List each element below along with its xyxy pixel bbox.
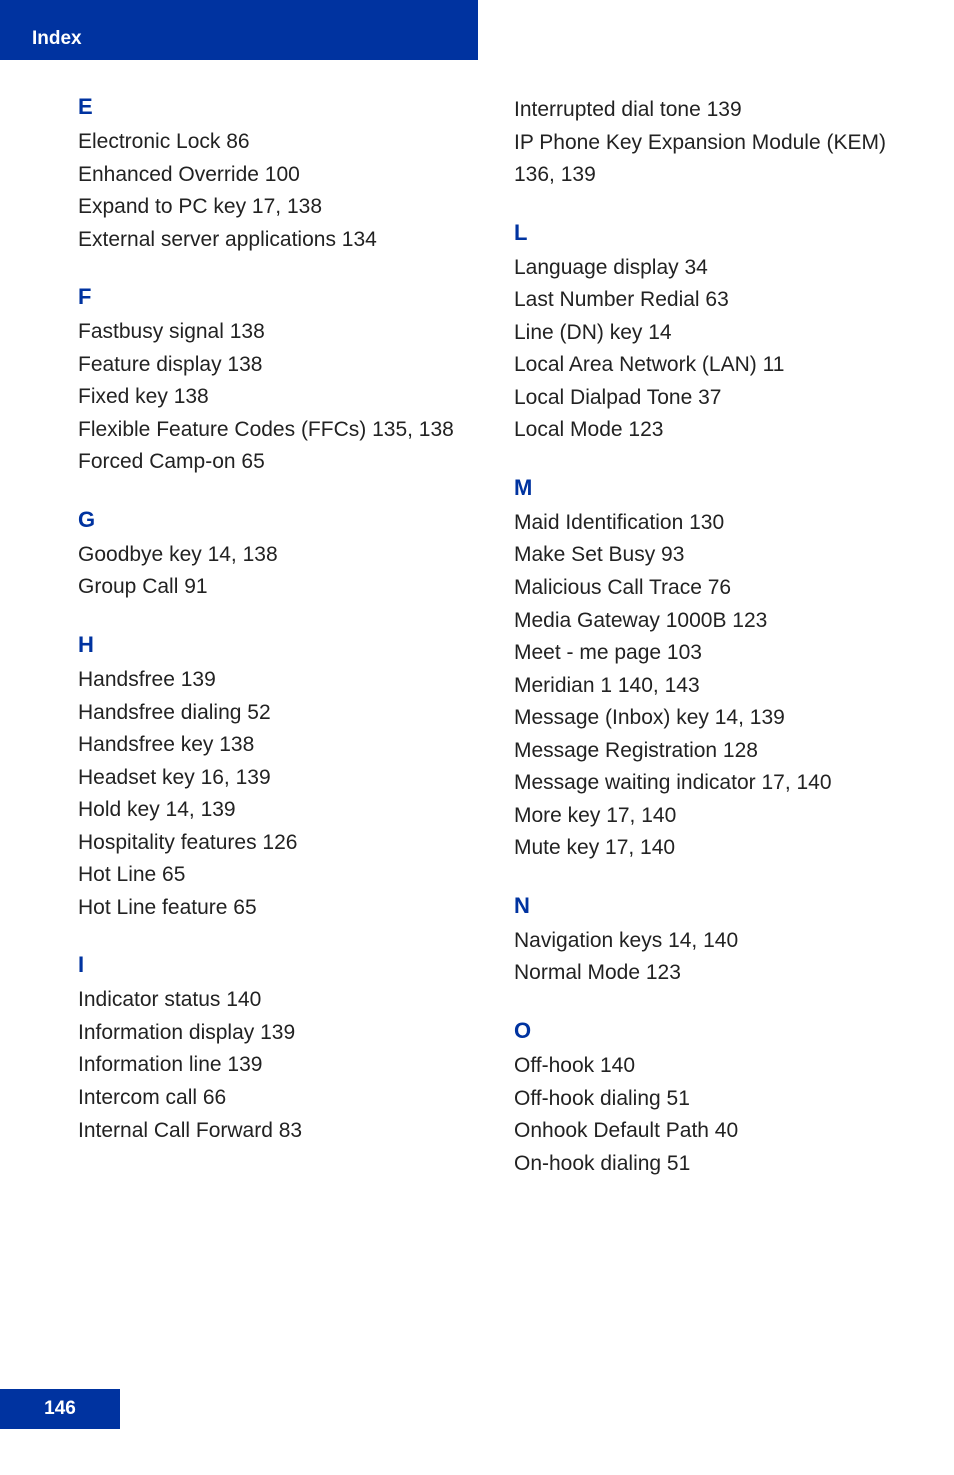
header-bar: Index (0, 0, 478, 60)
index-entry: Indicator status 140 (78, 984, 470, 1017)
index-entry: Language display 34 (514, 252, 906, 285)
index-entry: More key 17, 140 (514, 800, 906, 833)
index-section: FFastbusy signal 138Feature display 138F… (78, 284, 470, 479)
page-number: 146 (44, 1398, 76, 1420)
index-entry: Message Registration 128 (514, 735, 906, 768)
index-entry: Intercom call 66 (78, 1082, 470, 1115)
index-entry: Last Number Redial 63 (514, 284, 906, 317)
section-letter: I (78, 952, 470, 978)
index-entry: Hospitality features 126 (78, 827, 470, 860)
index-entry: Handsfree key 138 (78, 729, 470, 762)
index-entry: Handsfree dialing 52 (78, 697, 470, 730)
index-entry: Meet - me page 103 (514, 637, 906, 670)
index-entry: IP Phone Key Expansion Module (KEM) 136,… (514, 127, 906, 192)
index-entry: Hot Line 65 (78, 859, 470, 892)
section-letter: F (78, 284, 470, 310)
index-section: N Navigation keys 14, 140Normal Mode 123 (514, 893, 906, 990)
index-entry: Internal Call Forward 83 (78, 1115, 470, 1148)
index-entry: Hold key 14, 139 (78, 794, 470, 827)
index-entry: Normal Mode 123 (514, 957, 906, 990)
index-section: O Off-hook 140Off-hook dialing 51Onhook D… (514, 1018, 906, 1180)
index-entry: Information display 139 (78, 1017, 470, 1050)
index-entry: Local Area Network (LAN) 11 (514, 349, 906, 382)
index-entry: Local Dialpad Tone 37 (514, 382, 906, 415)
index-entry: Information line 139 (78, 1049, 470, 1082)
index-entry: Goodbye key 14, 138 (78, 539, 470, 572)
index-section-continuation: Interrupted dial tone 139IP Phone Key Ex… (514, 94, 906, 192)
index-section: I Indicator status 140Information display… (78, 952, 470, 1147)
index-entry: Line (DN) key 14 (514, 317, 906, 350)
section-letter: N (514, 893, 906, 919)
index-entry: Interrupted dial tone 139 (514, 94, 906, 127)
section-letter: L (514, 220, 906, 246)
index-entry: Hot Line feature 65 (78, 892, 470, 925)
header-title: Index (32, 28, 82, 50)
index-entry: On-hook dialing 51 (514, 1148, 906, 1181)
index-section: E Electronic Lock 86Enhanced Override 100… (78, 94, 470, 256)
index-entry: Local Mode 123 (514, 414, 906, 447)
index-entry: Fixed key 138 (78, 381, 470, 414)
section-letter: G (78, 507, 470, 533)
index-entry: Maid Identification 130 (514, 507, 906, 540)
index-entry: Onhook Default Path 40 (514, 1115, 906, 1148)
index-entry: Make Set Busy 93 (514, 539, 906, 572)
section-letter: E (78, 94, 470, 120)
page-footer: 146 (0, 1389, 120, 1429)
section-letter: O (514, 1018, 906, 1044)
index-entry: Expand to PC key 17, 138 (78, 191, 470, 224)
section-letter: H (78, 632, 470, 658)
index-entry: Navigation keys 14, 140 (514, 925, 906, 958)
index-entry: Electronic Lock 86 (78, 126, 470, 159)
index-entry: Feature display 138 (78, 349, 470, 382)
index-section: M Maid Identification 130Make Set Busy 93… (514, 475, 906, 865)
index-entry: Message (Inbox) key 14, 139 (514, 702, 906, 735)
index-section: L Language display 34Last Number Redial 6… (514, 220, 906, 447)
index-entry: Flexible Feature Codes (FFCs) 135, 138 (78, 414, 470, 447)
index-section: G Goodbye key 14, 138Group Call 91 (78, 507, 470, 604)
index-content: E Electronic Lock 86Enhanced Override 100… (0, 60, 954, 1208)
section-letter: M (514, 475, 906, 501)
index-entry: External server applications 134 (78, 224, 470, 257)
index-entry: Group Call 91 (78, 571, 470, 604)
index-entry: Fastbusy signal 138 (78, 316, 470, 349)
index-section: H Handsfree 139Handsfree dialing 52Handsf… (78, 632, 470, 924)
index-entry: Malicious Call Trace 76 (514, 572, 906, 605)
index-entry: Message waiting indicator 17, 140 (514, 767, 906, 800)
index-entry: Headset key 16, 139 (78, 762, 470, 795)
index-entry: Mute key 17, 140 (514, 832, 906, 865)
left-column: E Electronic Lock 86Enhanced Override 100… (78, 94, 470, 1208)
index-entry: Off-hook dialing 51 (514, 1083, 906, 1116)
index-entry: Meridian 1 140, 143 (514, 670, 906, 703)
index-entry: Media Gateway 1000B 123 (514, 605, 906, 638)
index-entry: Off-hook 140 (514, 1050, 906, 1083)
index-entry: Enhanced Override 100 (78, 159, 470, 192)
index-entry: Handsfree 139 (78, 664, 470, 697)
index-entry: Forced Camp-on 65 (78, 446, 470, 479)
right-column: Interrupted dial tone 139IP Phone Key Ex… (514, 94, 906, 1208)
